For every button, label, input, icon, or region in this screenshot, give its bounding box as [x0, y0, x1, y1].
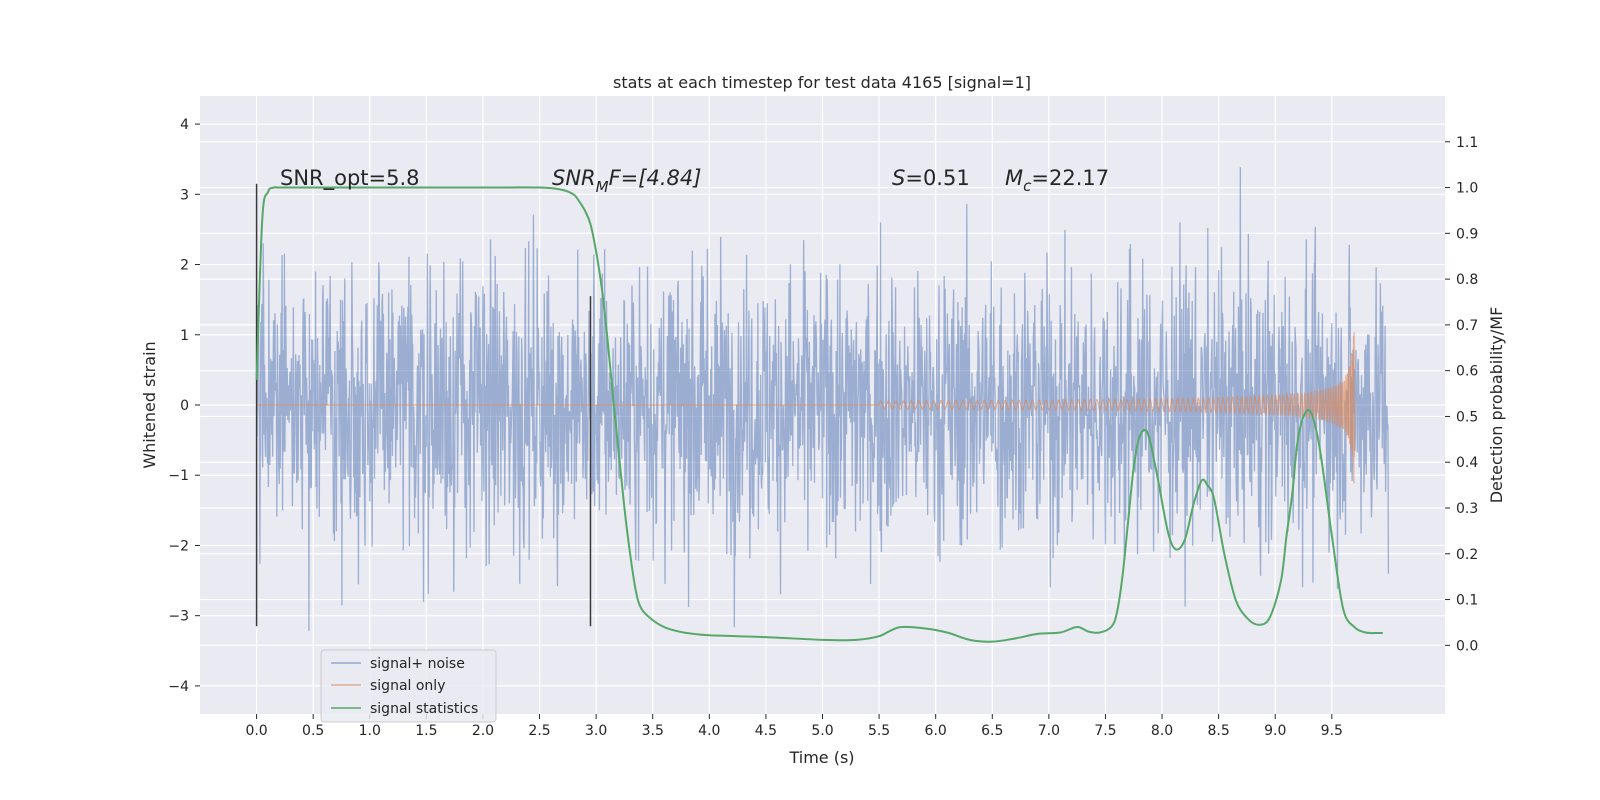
annotation-snr-mf-main: SNR: [552, 166, 596, 190]
y-axis-label: Whitened strain: [140, 341, 159, 468]
y2-axis-label: Detection probability/MF: [1487, 307, 1506, 504]
x-tick-label: 3.0: [585, 723, 607, 739]
chart-title: stats at each timestep for test data 416…: [613, 73, 1031, 92]
x-tick-label: 4.0: [698, 723, 720, 739]
y2-tick-label: 1.0: [1456, 181, 1478, 197]
y-tick-label: −4: [168, 679, 189, 695]
vertical-markers: [255, 183, 592, 627]
noise-trace: [255, 167, 1390, 631]
x-tick-label: 4.5: [755, 723, 777, 739]
y-tick-label: 2: [180, 258, 189, 274]
x-tick-label: 8.5: [1208, 723, 1230, 739]
x-tick-label: 1.5: [415, 723, 437, 739]
annotation-mc: Mc=22.17: [1005, 166, 1109, 195]
y-tick-label: 4: [180, 117, 189, 133]
y2-tick-label: 0.9: [1456, 226, 1478, 242]
y2-tick-label: 0.1: [1456, 593, 1478, 609]
y2-tick-label: 0.8: [1456, 272, 1478, 288]
x-tick-label: 8.0: [1151, 723, 1173, 739]
y-tick-label: 0: [180, 398, 189, 414]
y2-tick-label: 0.3: [1456, 501, 1478, 517]
x-tick-label: 9.0: [1264, 723, 1286, 739]
legend: signal+ noise signal only signal statist…: [320, 649, 497, 723]
annotation-mc-sub: c: [1023, 177, 1032, 195]
signal-trace: [256, 332, 1356, 484]
y2-tick-label: 0.7: [1456, 318, 1478, 334]
x-tick-label: 1.0: [359, 723, 381, 739]
y-tick-label: −3: [168, 609, 189, 625]
x-tick-label: 7.5: [1094, 723, 1116, 739]
ticks: 0.0 0.5 1.0 1.5 2.0 2.5 3.0 3.5 4.0 4.5 5.0 5.5 6.0 6…: [168, 117, 1478, 739]
y-tick-label: −2: [168, 538, 189, 554]
y2-tick-label: 0.4: [1456, 455, 1478, 471]
x-tick-label: 6.5: [981, 723, 1003, 739]
annotation-mc-value: =22.17: [1031, 166, 1109, 190]
annotation-s: S=0.51: [892, 166, 970, 190]
legend-label-signal-statistics: signal statistics: [370, 701, 478, 717]
annotation-snr-mf-sub: M: [596, 178, 609, 196]
x-tick-label: 2.0: [472, 723, 494, 739]
annotation-s-value: =0.51: [905, 166, 969, 190]
statistics-trace: [255, 186, 1383, 643]
x-tick-label: 0.5: [302, 723, 324, 739]
y2-tick-label: 0.2: [1456, 547, 1478, 563]
y-tick-label: 1: [180, 328, 189, 344]
legend-label-signal-plus-noise: signal+ noise: [370, 656, 465, 672]
series-signal-only: [256, 332, 1356, 484]
y-tick-label: −1: [168, 468, 189, 484]
x-tick-label: 5.5: [868, 723, 890, 739]
annotation-snr-opt: SNR_opt=5.8: [280, 166, 420, 191]
y2-tick-label: 1.1: [1456, 135, 1478, 151]
legend-box: [320, 649, 497, 723]
y2-tick-label: 0.0: [1456, 638, 1478, 654]
x-tick-label: 2.5: [528, 723, 550, 739]
annotation-snr-mf: SNRMF=[4.84]: [552, 166, 701, 196]
x-tick-label: 6.0: [925, 723, 947, 739]
x-tick-label: 3.5: [642, 723, 664, 739]
annotation-snr-mf-rest-f: F=[4.84]: [609, 166, 702, 190]
x-axis-label: Time (s): [788, 748, 854, 767]
y2-tick-label: 0.5: [1456, 409, 1478, 425]
legend-label-signal-only: signal only: [370, 678, 445, 694]
x-tick-label: 7.0: [1038, 723, 1060, 739]
series-signal-plus-noise: [255, 167, 1390, 631]
series-signal-statistics: [255, 186, 1383, 643]
y2-tick-label: 0.6: [1456, 364, 1478, 380]
annotation-s-symbol: S: [892, 166, 905, 190]
annotation-mc-symbol: M: [1005, 166, 1023, 190]
y-tick-label: 3: [180, 187, 189, 203]
x-tick-label: 5.0: [811, 723, 833, 739]
x-tick-label: 0.0: [245, 723, 267, 739]
x-tick-label: 9.5: [1321, 723, 1343, 739]
